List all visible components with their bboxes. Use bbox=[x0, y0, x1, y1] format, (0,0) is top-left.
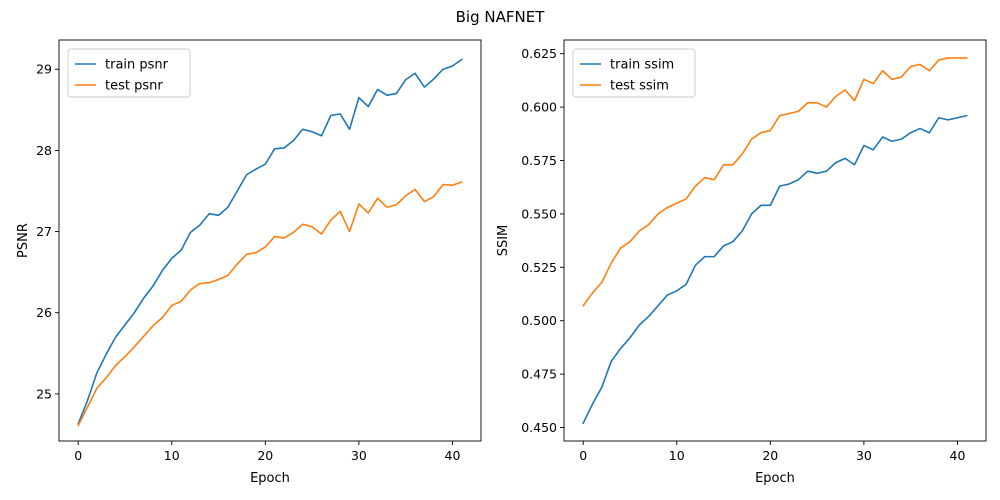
legend-label: train psnr bbox=[105, 58, 169, 73]
y-tick-label: 0.550 bbox=[521, 206, 557, 221]
ssim-legend: train ssim test ssim bbox=[572, 48, 696, 98]
y-tick-label: 0.450 bbox=[521, 420, 557, 435]
y-tick-label: 29 bbox=[36, 62, 52, 77]
ssim-y-axis-label: SSIM bbox=[496, 225, 511, 257]
y-tick-label: 0.475 bbox=[521, 367, 557, 382]
y-tick-label: 27 bbox=[36, 224, 52, 239]
psnr-y-axis-label: PSNR bbox=[16, 223, 31, 258]
ssim-x-axis-label: Epoch bbox=[755, 471, 795, 486]
test-ssim-line bbox=[582, 57, 968, 307]
ssim-plot-area bbox=[563, 39, 987, 442]
psnr-plot-area bbox=[58, 39, 482, 442]
train-ssim-line bbox=[582, 114, 968, 425]
y-tick-label: 25 bbox=[36, 386, 52, 401]
x-tick-label: 20 bbox=[762, 448, 778, 463]
y-tick-label: 0.500 bbox=[521, 313, 557, 328]
psnr-chart-panel: 0 10 20 30 40 25 26 27 28 29 Epoch PSNR train psnr te… bbox=[16, 39, 482, 486]
x-tick-label: 30 bbox=[856, 448, 872, 463]
x-tick-label: 10 bbox=[669, 448, 685, 463]
legend-box bbox=[67, 48, 191, 98]
y-tick-label: 0.525 bbox=[521, 260, 557, 275]
psnr-legend: train psnr test psnr bbox=[67, 48, 191, 98]
y-tick-label: 0.600 bbox=[521, 100, 557, 115]
y-tick-label: 28 bbox=[36, 143, 52, 158]
x-tick-label: 40 bbox=[950, 448, 966, 463]
figure-title: Big NAFNET bbox=[456, 8, 546, 26]
psnr-x-axis-label: Epoch bbox=[250, 471, 290, 486]
legend-label: train ssim bbox=[610, 58, 674, 73]
legend-label: test ssim bbox=[610, 79, 669, 94]
legend-label: test psnr bbox=[105, 79, 163, 94]
x-tick-label: 30 bbox=[351, 448, 367, 463]
y-tick-label: 26 bbox=[36, 305, 52, 320]
y-tick-label: 0.575 bbox=[521, 153, 557, 168]
x-tick-label: 0 bbox=[74, 448, 82, 463]
x-tick-label: 10 bbox=[164, 448, 180, 463]
train-psnr-line bbox=[77, 58, 463, 425]
legend-box bbox=[572, 48, 696, 98]
x-tick-label: 40 bbox=[445, 448, 461, 463]
ssim-chart-panel: 0 10 20 30 40 0.450 0.475 0.500 0.525 0.550 0.575 0… bbox=[496, 39, 987, 486]
x-tick-label: 0 bbox=[579, 448, 587, 463]
test-psnr-line bbox=[77, 181, 463, 427]
y-tick-label: 0.625 bbox=[521, 46, 557, 61]
x-tick-label: 20 bbox=[257, 448, 273, 463]
